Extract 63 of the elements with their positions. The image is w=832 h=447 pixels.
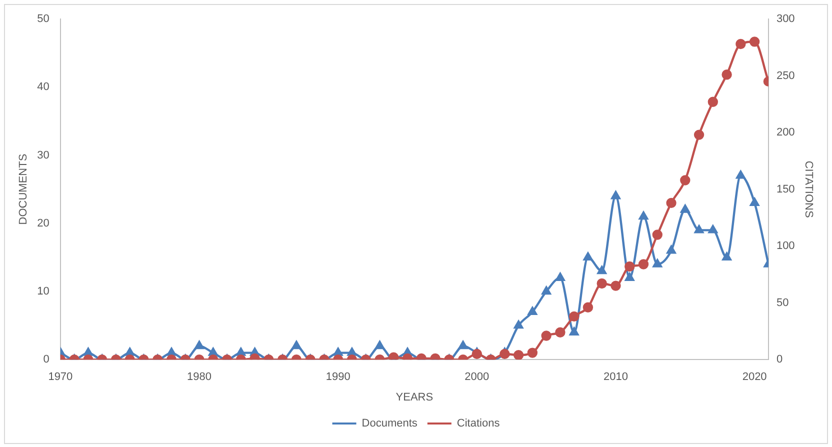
y2-tick-label: 200 (776, 126, 795, 139)
point (708, 225, 718, 234)
point (694, 130, 704, 140)
point (334, 348, 343, 356)
point (347, 348, 357, 356)
point (84, 348, 93, 356)
y2-tick-label: 300 (776, 13, 795, 26)
x-tick-label: 2000 (464, 371, 490, 384)
x-tick-label: 1970 (48, 371, 73, 384)
point (194, 340, 204, 350)
y2-axis-title: CITATIONS (802, 160, 814, 218)
x-tick-label: 1990 (326, 371, 350, 384)
point (208, 348, 218, 356)
point (556, 272, 565, 281)
point (570, 327, 579, 336)
y2-tick-label: 0 (776, 354, 783, 366)
point (750, 198, 760, 206)
point (125, 348, 134, 356)
point (236, 348, 246, 356)
point (596, 278, 607, 289)
y-tick-label: 30 (37, 149, 50, 162)
point (583, 252, 593, 261)
point (694, 225, 704, 234)
point (680, 204, 690, 213)
point (542, 286, 551, 295)
y2-tick-label: 50 (776, 296, 789, 309)
point (292, 340, 302, 350)
point (680, 175, 690, 186)
point (666, 198, 676, 208)
y-axis-title: DOCUMENTS (18, 154, 30, 225)
x-axis-title: YEARS (396, 391, 434, 404)
point (652, 230, 662, 240)
point (736, 38, 746, 50)
point (610, 280, 621, 291)
y2-tick-label: 150 (776, 183, 795, 196)
point (749, 36, 760, 47)
point (624, 261, 635, 272)
x-tick-label: 2010 (603, 371, 628, 384)
y2-tick-label: 100 (776, 240, 795, 252)
y-tick-label: 40 (37, 81, 50, 94)
y-tick-label: 10 (37, 286, 50, 298)
y-tick-label: 50 (37, 13, 50, 26)
point (708, 96, 718, 107)
point (722, 252, 732, 261)
y-tick-label: 0 (43, 354, 50, 366)
x-tick-label: 2020 (742, 371, 767, 384)
point (375, 340, 384, 350)
point (736, 170, 746, 179)
y2-tick-label: 250 (776, 70, 795, 82)
x-tick-label: 1980 (187, 371, 212, 384)
point (514, 320, 524, 329)
legend-label: Citations (456, 418, 500, 430)
legend-label: Documents (362, 418, 418, 430)
point (625, 272, 634, 281)
point (722, 70, 732, 80)
point (597, 266, 606, 274)
point (458, 340, 468, 350)
point (638, 259, 649, 270)
point (652, 259, 662, 268)
point (166, 348, 176, 356)
point (638, 211, 648, 220)
point (528, 306, 538, 316)
y-tick-label: 20 (37, 217, 50, 230)
